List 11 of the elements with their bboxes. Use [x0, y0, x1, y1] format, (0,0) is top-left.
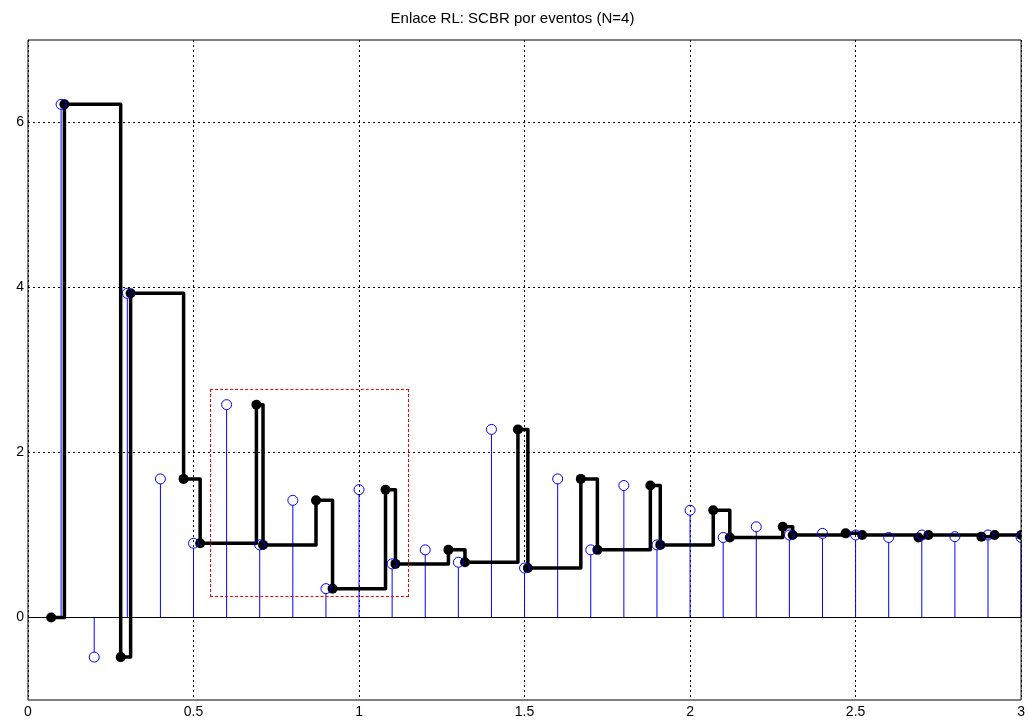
y-tick-label: 4 [16, 278, 25, 295]
x-tick-label: 0.5 [183, 703, 204, 720]
y-tick-label: 0 [16, 608, 25, 625]
x-tick-label: 1 [355, 703, 364, 720]
x-tick-label: 1.5 [514, 703, 535, 720]
y-tick-label: 6 [16, 113, 25, 130]
x-tick-label: 2 [686, 703, 695, 720]
x-tick-label: 3 [1017, 703, 1026, 720]
y-tick-label: 2 [16, 443, 25, 460]
chart-title: Enlace RL: SCBR por eventos (N=4) [390, 9, 635, 27]
x-tick-label: 2.5 [845, 703, 866, 720]
